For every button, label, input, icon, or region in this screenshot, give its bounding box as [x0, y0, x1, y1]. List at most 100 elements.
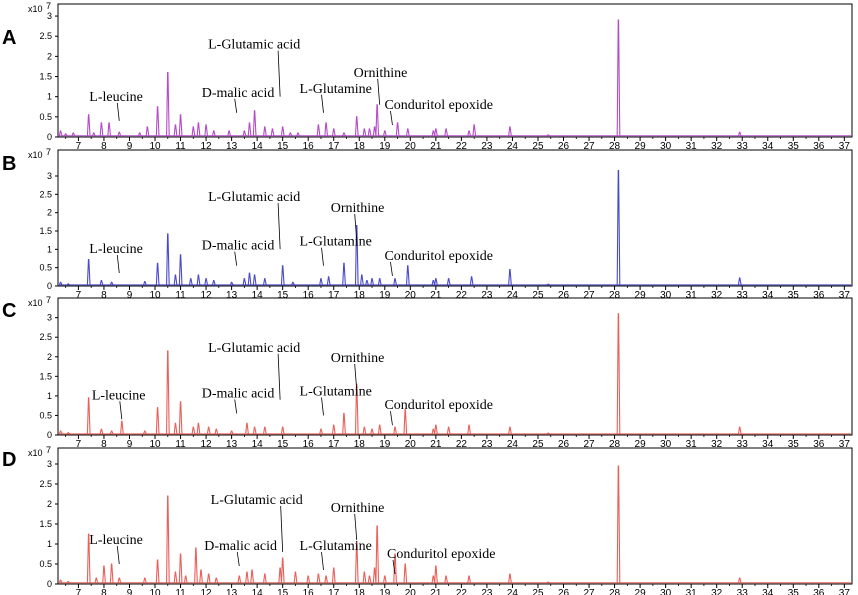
x-tick-label: 24 [507, 290, 519, 301]
peak [183, 575, 188, 583]
peak-annotation: Ornithine [331, 201, 385, 216]
peak [446, 426, 451, 434]
x-tick-label: 13 [226, 290, 238, 301]
peak [173, 422, 178, 434]
x-tick-label: 14 [252, 439, 264, 450]
peak [316, 124, 321, 136]
peak [362, 128, 367, 136]
peak [431, 279, 436, 286]
y-tick-label: 3 [47, 171, 52, 181]
peak [227, 130, 231, 136]
x-tick-label: 32 [711, 588, 723, 595]
peak-annotation: L-leucine [92, 388, 146, 403]
peak [616, 169, 621, 285]
x-tick-label: 8 [101, 439, 107, 450]
y-scale-label: x10 [28, 448, 43, 458]
peak [211, 130, 216, 136]
x-tick-label: 30 [660, 141, 672, 152]
x-tick-label: 17 [328, 439, 340, 450]
peak [229, 281, 234, 286]
peak [196, 422, 201, 434]
x-tick-label: 10 [149, 141, 161, 152]
annotation-leader [390, 110, 393, 125]
peak [406, 128, 410, 136]
x-tick-label: 24 [507, 141, 519, 152]
peak-annotation: D-malic acid [202, 239, 275, 254]
peak [431, 575, 436, 583]
peak [434, 565, 438, 583]
x-tick-label: 8 [101, 141, 107, 152]
peak [370, 278, 374, 286]
x-tick-label: 30 [660, 588, 672, 595]
peak [326, 276, 331, 285]
peak [293, 571, 298, 583]
peak [342, 132, 346, 137]
y-tick-label: 0 [47, 132, 52, 142]
x-tick-label: 14 [252, 290, 264, 301]
peak [245, 422, 249, 434]
peak [206, 426, 211, 434]
peak [155, 262, 160, 285]
y-scale-exponent: 7 [46, 445, 51, 455]
peak [204, 124, 209, 136]
x-tick-label: 15 [277, 439, 289, 450]
x-tick-label: 12 [201, 439, 213, 450]
annotation-leader [392, 559, 396, 575]
x-tick-label: 34 [762, 588, 774, 595]
peak [354, 224, 359, 285]
y-tick-label: 0 [47, 579, 52, 589]
peak [178, 254, 183, 285]
x-tick-label: 35 [788, 290, 800, 301]
peak [546, 134, 550, 137]
x-tick-label: 37 [839, 588, 851, 595]
annotation-leader [354, 363, 358, 391]
x-tick-label: 27 [583, 588, 595, 595]
y-tick-label: 2.5 [39, 31, 52, 41]
peak [278, 567, 283, 583]
y-scale-label: x10 [28, 150, 43, 160]
peak [58, 579, 63, 584]
x-tick-label: 15 [277, 141, 289, 152]
x-tick-label: 28 [609, 141, 621, 152]
x-tick-label: 33 [737, 290, 749, 301]
x-tick-label: 25 [532, 439, 544, 450]
peak [189, 278, 193, 286]
y-tick-label: 1 [47, 244, 52, 254]
peak-annotation: Conduritol epoxide [384, 249, 493, 264]
peak [247, 122, 252, 136]
peak [270, 128, 275, 136]
peak [143, 281, 147, 286]
panel-letter: D [2, 449, 16, 471]
y-tick-label: 2 [47, 499, 52, 509]
peak-annotation: L-Glutamine [300, 539, 372, 554]
peak [263, 126, 267, 136]
peak [383, 130, 387, 136]
y-scale-exponent: 7 [46, 295, 51, 305]
peak [178, 553, 183, 583]
x-tick-label: 35 [788, 141, 800, 152]
annotation-leader [321, 94, 324, 113]
peak [206, 573, 211, 583]
peak [166, 350, 170, 434]
x-tick-label: 30 [660, 290, 672, 301]
x-tick-label: 24 [507, 588, 519, 595]
peak [107, 122, 112, 136]
peak [99, 279, 104, 286]
x-tick-label: 9 [127, 141, 133, 152]
peak [214, 428, 219, 434]
x-tick-label: 19 [379, 439, 391, 450]
x-tick-label: 31 [686, 141, 698, 152]
peak [99, 122, 104, 136]
peak [446, 278, 451, 286]
peak [434, 278, 438, 286]
y-scale-exponent: 7 [46, 1, 51, 11]
peak-annotation: Conduritol epoxide [384, 398, 493, 413]
annotation-leader [280, 505, 284, 553]
x-tick-label: 37 [839, 141, 851, 152]
peak [393, 426, 397, 434]
peak [367, 575, 372, 583]
peak [109, 430, 114, 435]
peak [143, 430, 147, 435]
x-tick-label: 36 [813, 439, 825, 450]
